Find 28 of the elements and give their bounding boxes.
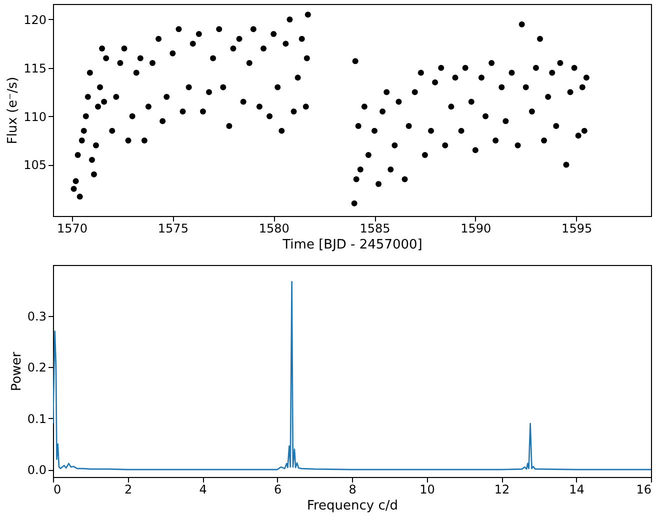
y-tick-label: 105 <box>24 158 46 172</box>
x-axis-title: Time [BJD - 2457000] <box>282 238 422 252</box>
y-tick-label: 0.0 <box>27 463 46 478</box>
x-tick-label: 4 <box>199 482 207 496</box>
y-axis-title: Power <box>9 351 24 392</box>
x-axis-title: Frequency c/d <box>306 498 398 514</box>
y-axis-title: Flux (e⁻/s) <box>6 76 21 144</box>
x-tick-label: 1590 <box>460 222 492 236</box>
y-tick-label: 0.1 <box>27 412 46 426</box>
x-tick-label: 1580 <box>258 222 290 236</box>
x-tick-label: 12 <box>494 482 510 496</box>
y-tick-label: 115 <box>24 61 46 76</box>
y-tick-label: 120 <box>24 12 46 27</box>
x-tick-label: 16 <box>636 482 652 496</box>
y-tick-label: 0.3 <box>27 309 46 324</box>
x-tick-label: 1575 <box>158 222 188 236</box>
y-tick-label: 110 <box>24 110 46 124</box>
x-tick-label: 10 <box>420 482 435 496</box>
x-tick-label: 0 <box>54 482 62 496</box>
line-series <box>53 280 651 470</box>
x-tick-label: 6 <box>274 482 282 496</box>
x-tick-label: 1595 <box>562 222 592 236</box>
x-tick-label: 2 <box>124 482 132 496</box>
y-tick-label: 0.2 <box>27 360 46 375</box>
x-tick-label: 1570 <box>56 222 88 236</box>
x-tick-label: 8 <box>348 482 356 496</box>
x-tick-label: 1585 <box>360 222 390 236</box>
x-tick-label: 14 <box>569 482 584 496</box>
